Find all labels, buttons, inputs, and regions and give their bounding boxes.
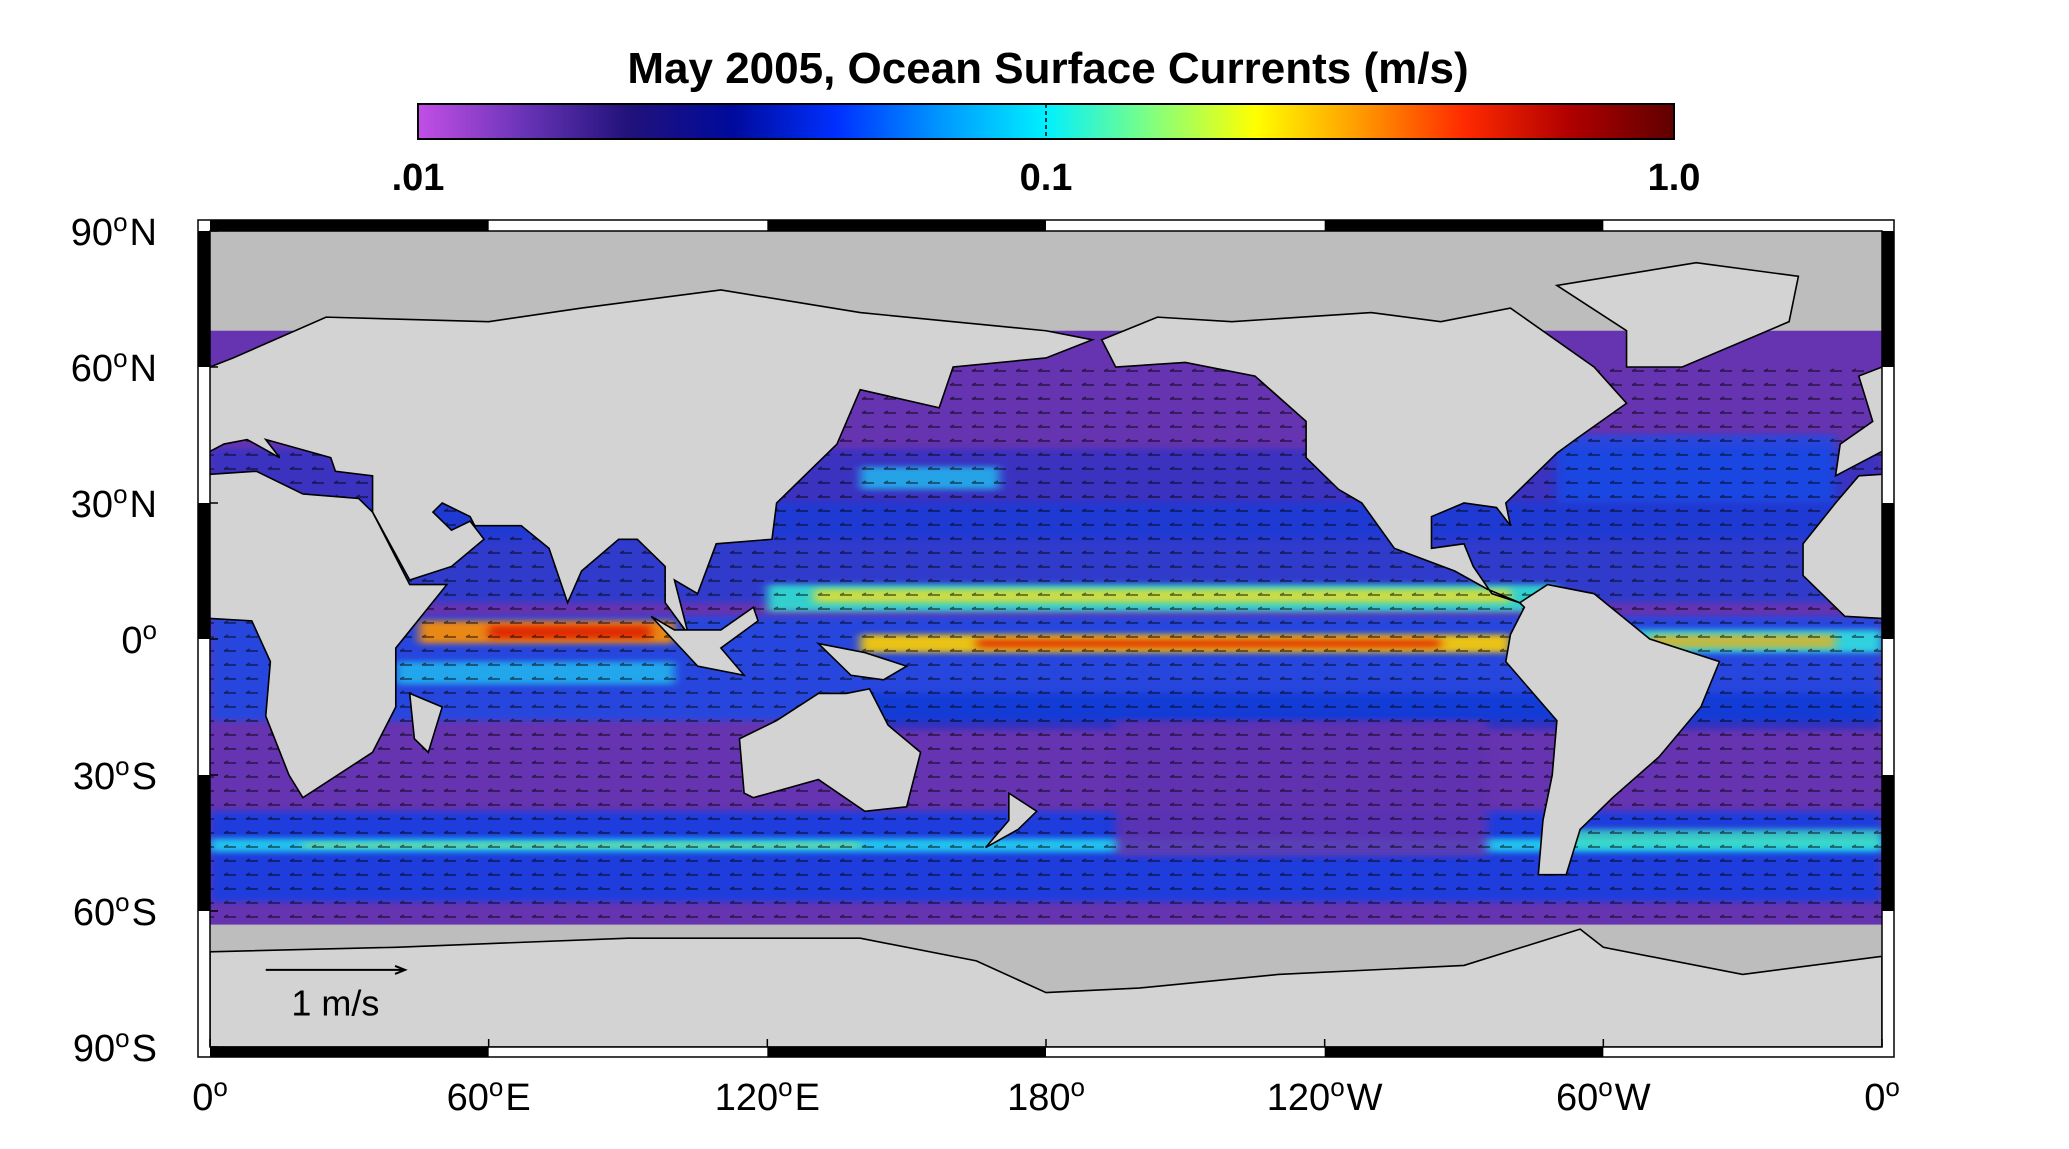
axis-label: 60oE	[447, 1072, 531, 1119]
axis-label: 60oN	[71, 343, 157, 390]
land	[210, 289, 1096, 635]
label-number: 30	[73, 756, 115, 798]
land	[738, 687, 922, 813]
frame-segment	[1324, 220, 1604, 231]
land	[210, 928, 1882, 1047]
scale-label: 1 m/s	[291, 982, 379, 1023]
land	[1834, 366, 1882, 478]
colorbar-tick-label: 1.0	[1648, 157, 1701, 199]
land	[1554, 261, 1800, 368]
label-degree: o	[113, 479, 127, 509]
label-hemisphere: W	[1615, 1077, 1651, 1119]
frame-segment	[198, 503, 210, 639]
label-degree: o	[143, 615, 157, 645]
label-degree: o	[113, 207, 127, 237]
label-degree: o	[489, 1072, 503, 1102]
map-frame	[197, 219, 1895, 1058]
frame-segment	[767, 220, 1046, 231]
label-number: 30	[71, 484, 113, 526]
label-hemisphere: E	[505, 1077, 530, 1119]
label-number: 180	[1007, 1077, 1070, 1119]
land	[1802, 473, 1882, 620]
label-number: 120	[1267, 1077, 1330, 1119]
label-number: 60	[71, 348, 113, 390]
label-hemisphere: S	[132, 892, 157, 934]
axis-label: 120oW	[1267, 1072, 1383, 1119]
frame-segment	[1882, 503, 1894, 639]
label-number: 0	[1864, 1077, 1885, 1119]
axis-labels: .01 0.1 1.01 m/s90oN60oN30oN0o30oS60oS90oS…	[71, 157, 1900, 1119]
map-area	[210, 231, 1882, 1047]
frame-segment	[210, 1047, 489, 1057]
land	[650, 606, 759, 677]
label-number: 120	[715, 1077, 778, 1119]
axis-label: 30oS	[73, 751, 157, 798]
frame-segment	[1882, 231, 1894, 367]
frame-segment	[1882, 775, 1894, 911]
label-degree: o	[113, 343, 127, 373]
label-number: 0	[121, 620, 142, 662]
label-hemisphere: S	[132, 756, 157, 798]
label-number: 60	[447, 1077, 489, 1119]
axis-label: 60oS	[73, 887, 157, 934]
land	[210, 470, 449, 799]
axis-label: 90oS	[73, 1023, 157, 1070]
label-number: 90	[71, 212, 113, 254]
title: May 2005, Ocean Surface Currents (m/s)	[627, 44, 1468, 93]
axis-label: 90oN	[71, 207, 157, 254]
label-degree: o	[115, 751, 129, 781]
label-number: 0	[192, 1077, 213, 1119]
label-hemisphere: N	[130, 212, 157, 254]
scale-arrowhead	[394, 965, 408, 975]
axis-label: 60oW	[1556, 1072, 1651, 1119]
label-number: 90	[73, 1028, 115, 1070]
axis-label: 120oE	[715, 1072, 820, 1119]
label-degree: o	[1070, 1072, 1084, 1102]
label-degree: o	[778, 1072, 792, 1102]
label-number: 60	[1556, 1077, 1598, 1119]
frame-segment	[198, 775, 210, 911]
label-hemisphere: E	[795, 1077, 820, 1119]
label-degree: o	[115, 887, 129, 917]
axis-label: 0o	[121, 615, 157, 662]
label-degree: o	[213, 1072, 227, 1102]
frame-segment	[1324, 1047, 1604, 1057]
land	[985, 791, 1038, 849]
land	[408, 692, 444, 754]
label-number: 60	[73, 892, 115, 934]
colorbar-tick-label: 0.1	[1020, 157, 1073, 199]
frame-segment	[198, 231, 210, 367]
label-hemisphere: W	[1347, 1077, 1383, 1119]
axis-label: 30oN	[71, 479, 157, 526]
land	[815, 642, 909, 681]
label-degree: o	[1330, 1072, 1344, 1102]
axis-label: 180o	[1007, 1072, 1085, 1119]
frame-segment	[767, 1047, 1046, 1057]
land	[1100, 307, 1628, 604]
label-degree: o	[115, 1023, 129, 1053]
label-degree: o	[1885, 1072, 1899, 1102]
axis-label: 0o	[192, 1072, 228, 1119]
label-hemisphere: S	[132, 1028, 157, 1070]
frame-segment	[210, 220, 489, 231]
label-hemisphere: N	[130, 348, 157, 390]
label-degree: o	[1598, 1072, 1612, 1102]
colorbar-tick-label: .01	[392, 157, 445, 199]
axis-label: 0o	[1864, 1072, 1900, 1119]
label-hemisphere: N	[130, 484, 157, 526]
land	[1504, 583, 1721, 876]
